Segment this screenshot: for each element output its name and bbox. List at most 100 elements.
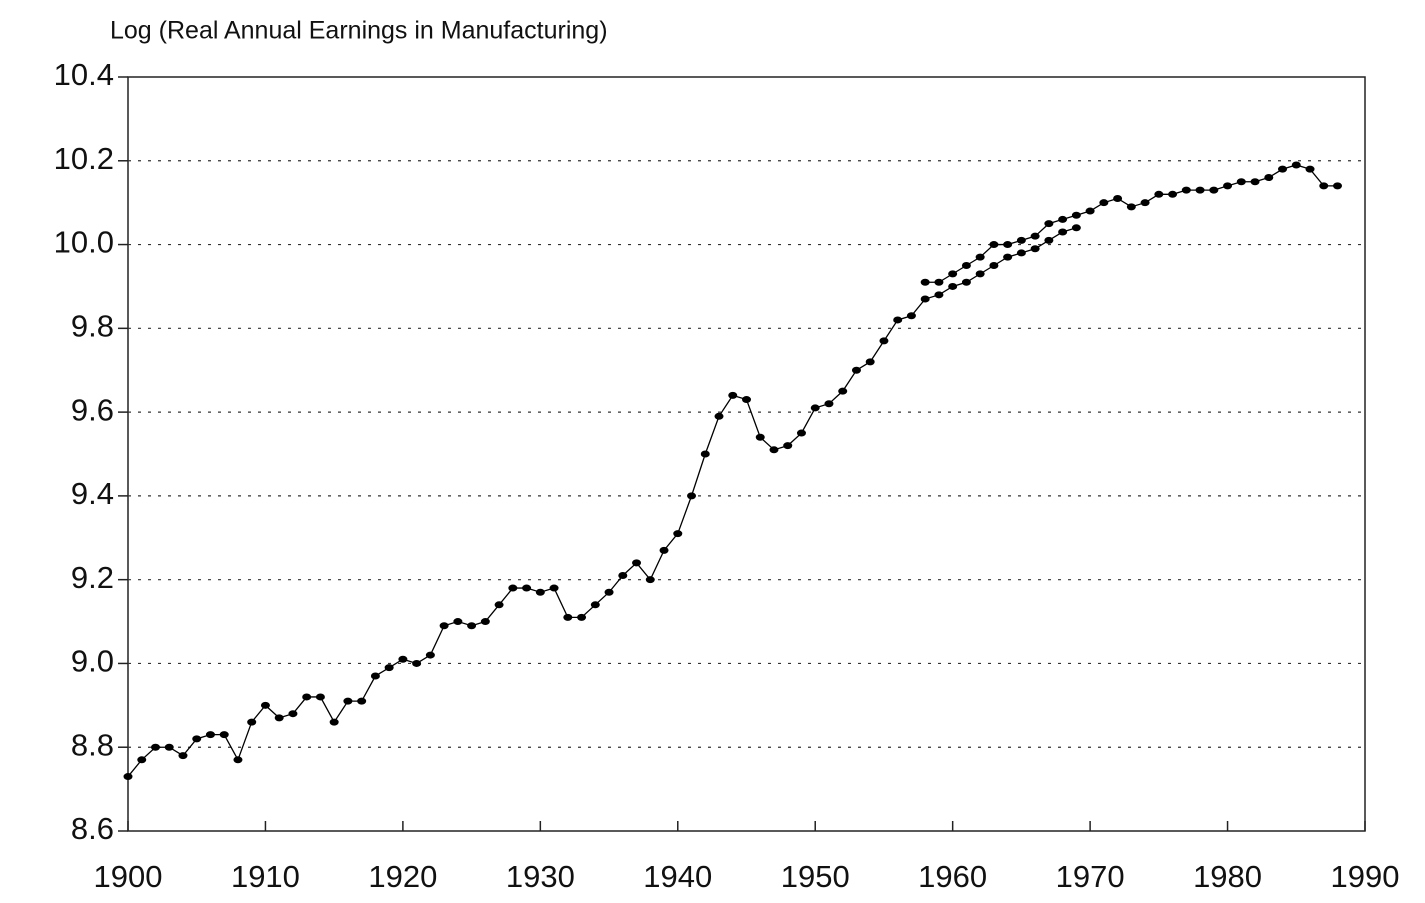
data-point xyxy=(851,366,861,374)
data-point xyxy=(439,622,449,630)
data-point xyxy=(563,613,573,621)
data-point xyxy=(480,618,490,626)
data-point xyxy=(1195,186,1205,194)
data-point xyxy=(1305,165,1315,173)
data-point xyxy=(549,584,559,592)
data-point xyxy=(288,710,298,718)
data-point xyxy=(150,743,160,751)
data-point xyxy=(1030,232,1040,240)
data-point xyxy=(467,622,477,630)
data-point xyxy=(618,571,628,579)
data-point xyxy=(178,752,188,760)
y-tick-label: 8.8 xyxy=(71,727,114,762)
data-point xyxy=(1236,178,1246,186)
data-point xyxy=(260,701,270,709)
data-point xyxy=(535,588,545,596)
data-point xyxy=(205,731,215,739)
data-point xyxy=(838,387,848,395)
data-point xyxy=(315,693,325,701)
x-tick-label: 1930 xyxy=(506,859,575,894)
data-point xyxy=(783,442,793,450)
data-point xyxy=(384,664,394,672)
data-point xyxy=(934,291,944,299)
data-point xyxy=(1250,178,1260,186)
series-line xyxy=(925,164,1338,283)
data-point xyxy=(728,391,738,399)
data-point xyxy=(989,262,999,269)
data-point xyxy=(920,278,930,286)
data-point xyxy=(961,278,971,286)
data-point xyxy=(865,358,875,366)
y-tick-label: 9.4 xyxy=(71,476,114,511)
data-point xyxy=(247,718,257,726)
data-point xyxy=(1209,186,1219,194)
x-tick-label: 1910 xyxy=(231,859,300,894)
data-point xyxy=(370,672,380,680)
data-point xyxy=(1071,211,1081,219)
data-point xyxy=(1181,186,1191,194)
x-tick-label: 1990 xyxy=(1331,859,1400,894)
data-point xyxy=(659,546,669,554)
data-point xyxy=(302,693,312,701)
data-point xyxy=(1126,203,1136,211)
data-point xyxy=(1071,224,1081,232)
data-point xyxy=(412,659,422,667)
data-point xyxy=(1044,236,1054,244)
data-point xyxy=(604,588,614,596)
data-point xyxy=(989,241,999,249)
data-point xyxy=(632,559,642,567)
data-point xyxy=(975,270,985,278)
data-point xyxy=(975,253,985,261)
data-point xyxy=(398,655,408,663)
data-point xyxy=(577,613,587,621)
data-point xyxy=(1003,241,1013,249)
x-tick-label: 1950 xyxy=(781,859,850,894)
x-tick-label: 1970 xyxy=(1056,859,1125,894)
data-point xyxy=(1058,215,1068,223)
data-point xyxy=(274,714,284,722)
data-point xyxy=(1264,174,1274,182)
plot-frame xyxy=(127,76,1366,832)
data-point xyxy=(164,743,174,751)
data-point xyxy=(1016,236,1026,244)
data-point xyxy=(755,433,765,441)
data-point xyxy=(357,697,367,705)
data-point xyxy=(920,295,930,303)
x-tick-label: 1920 xyxy=(368,859,437,894)
y-tick-label: 9.2 xyxy=(71,560,114,595)
data-point xyxy=(906,312,916,320)
y-tick-label: 10.0 xyxy=(54,225,114,260)
x-tick-label: 1940 xyxy=(643,859,712,894)
data-point xyxy=(590,601,600,609)
data-point xyxy=(1154,190,1164,198)
data-point xyxy=(769,446,779,454)
data-point xyxy=(1113,194,1123,202)
data-point xyxy=(1003,253,1013,261)
x-tick-label: 1980 xyxy=(1193,859,1262,894)
y-tick-label: 10.2 xyxy=(54,141,114,176)
data-point xyxy=(123,773,133,781)
data-point xyxy=(425,651,435,659)
data-point xyxy=(1085,207,1095,215)
y-tick-label: 10.4 xyxy=(54,57,114,92)
data-point xyxy=(494,601,504,609)
series-line xyxy=(127,227,1077,777)
data-point xyxy=(1291,161,1301,169)
data-point xyxy=(810,404,820,412)
data-point xyxy=(192,735,202,743)
data-point xyxy=(1168,190,1178,198)
data-point xyxy=(1030,245,1040,253)
data-point xyxy=(1058,228,1068,236)
data-point xyxy=(219,731,229,739)
data-point xyxy=(1278,165,1288,173)
data-point xyxy=(961,262,971,269)
data-point xyxy=(714,412,724,420)
data-point xyxy=(1099,199,1109,207)
data-point xyxy=(453,618,463,626)
data-point xyxy=(893,316,903,324)
y-tick-label: 8.6 xyxy=(71,811,114,846)
data-point xyxy=(1016,249,1026,257)
data-point xyxy=(879,337,889,345)
data-point xyxy=(742,396,751,404)
